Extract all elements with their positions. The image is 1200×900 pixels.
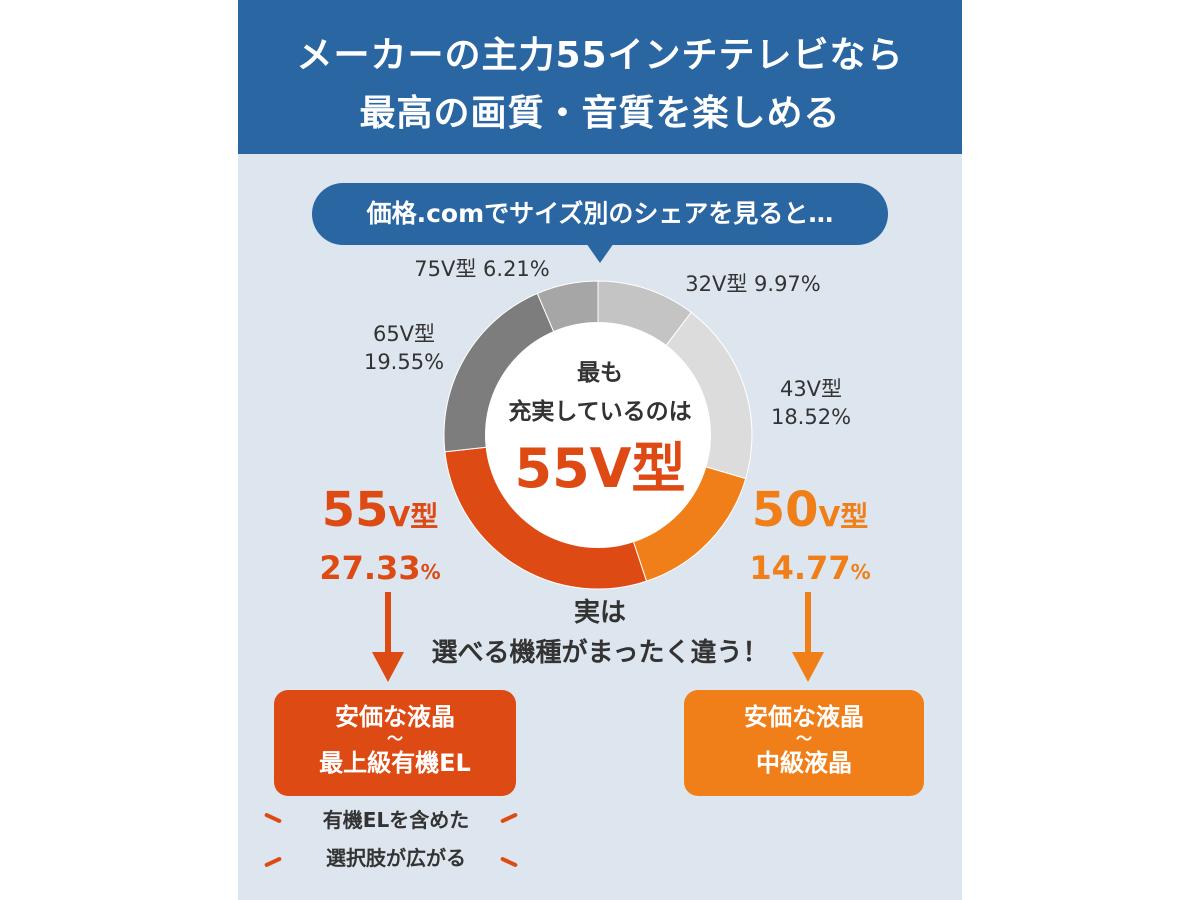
label-43v: 43V型 18.52% xyxy=(756,375,866,431)
speech-bubble: 価格.comでサイズ別のシェアを見ると… xyxy=(312,183,888,245)
label-65v-name: 65V型 xyxy=(372,322,436,346)
right-box-line-1: 安価な液晶 xyxy=(744,703,864,731)
label-43v-name: 43V型 xyxy=(779,377,843,401)
speech-bubble-tail xyxy=(586,243,614,263)
label-32v-value: 9.97% xyxy=(754,272,821,296)
note-line-1: 有機ELを含めた xyxy=(322,808,470,832)
title-line-2: 最高の画質・音質を楽しめる xyxy=(359,93,841,134)
center-line-2: 充実しているのは xyxy=(508,399,692,425)
title-line-1: メーカーの主力55インチテレビなら xyxy=(296,35,904,76)
label-50v-percent: 14.77 xyxy=(749,549,851,587)
label-55v-unit: V型 xyxy=(388,500,439,533)
label-75v: 75V型 6.21% xyxy=(402,255,562,283)
label-32v: 32V型 9.97% xyxy=(668,270,838,298)
label-50v-size: 50 xyxy=(751,482,819,538)
label-50v-unit: V型 xyxy=(818,500,869,533)
note-line-2: 選択肢が広がる xyxy=(326,846,466,870)
label-55v-percent-sign: % xyxy=(420,560,441,584)
label-75v-name: 75V型 xyxy=(414,257,477,281)
right-box-line-3: 中級液晶 xyxy=(756,749,852,777)
right-box-tilde: ～ xyxy=(795,729,812,748)
center-highlight: 55V型 xyxy=(514,437,686,500)
label-50v-percent-sign: % xyxy=(850,560,871,584)
label-55v-big: 55V型 27.33% xyxy=(300,484,460,595)
label-75v-value: 6.21% xyxy=(483,257,550,281)
label-65v-value: 19.55% xyxy=(363,350,445,374)
left-box-tilde: ～ xyxy=(386,729,403,748)
donut-hole xyxy=(485,322,711,548)
header-banner: メーカーの主力55インチテレビなら 最高の画質・音質を楽しめる xyxy=(238,0,962,154)
right-box: 安価な液晶 ～ 中級液晶 xyxy=(684,690,924,796)
center-line-1: 最も xyxy=(577,360,623,386)
middle-line-1: 実は xyxy=(573,598,626,628)
left-box-line-3: 最上級有機EL xyxy=(319,749,471,777)
left-box-line-1: 安価な液晶 xyxy=(335,703,455,731)
arrow-down-icon xyxy=(792,592,824,682)
label-32v-name: 32V型 xyxy=(685,272,748,296)
donut-chart xyxy=(443,280,753,590)
middle-line-2: 選べる機種がまったく違う！ xyxy=(431,638,769,668)
label-43v-value: 18.52% xyxy=(770,405,852,429)
label-50v-big: 50V型 14.77% xyxy=(730,484,890,595)
label-65v: 65V型 19.55% xyxy=(344,320,464,376)
left-box: 安価な液晶 ～ 最上級有機EL xyxy=(274,690,516,796)
arrow-down-icon xyxy=(372,592,404,682)
infographic-panel: メーカーの主力55インチテレビなら 最高の画質・音質を楽しめる 価格.comでサ… xyxy=(238,0,962,900)
label-55v-percent: 27.33 xyxy=(319,549,421,587)
label-55v-size: 55 xyxy=(321,482,389,538)
